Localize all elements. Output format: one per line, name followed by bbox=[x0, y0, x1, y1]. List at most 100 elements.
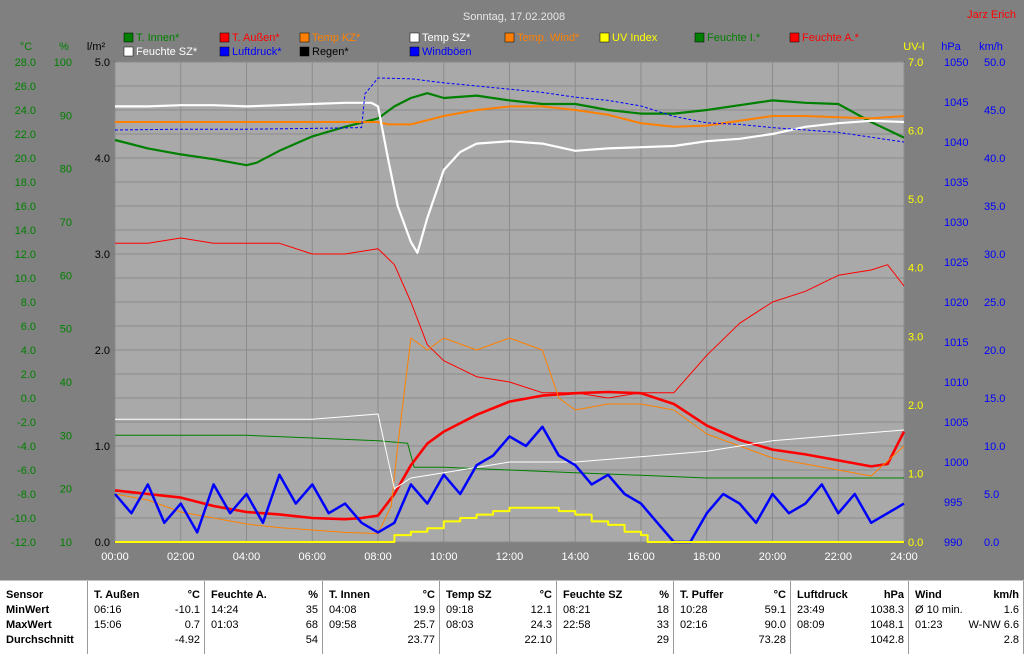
stats-value-row: 2.8 bbox=[915, 633, 1019, 648]
stats-label-min: MinWert bbox=[6, 604, 50, 616]
series-line-temp-kz bbox=[115, 105, 905, 128]
stats-sensor-name: T. Puffer bbox=[680, 589, 724, 601]
stats-column: Feuchte A.% 14:24 35 01:03 68 54 bbox=[205, 581, 323, 654]
rain-tick: 0.0 bbox=[95, 537, 110, 549]
hum-tick: 40 bbox=[60, 377, 72, 389]
stats-time: 09:58 bbox=[329, 619, 357, 631]
stats-value: 59.1 bbox=[764, 604, 786, 616]
stats-value: 68 bbox=[305, 619, 318, 631]
stats-time: 06:16 bbox=[94, 604, 122, 616]
press-tick: 1010 bbox=[944, 377, 968, 389]
wind-tick: 15.0 bbox=[984, 393, 1005, 405]
stats-value: 73.28 bbox=[758, 634, 786, 646]
stats-time: 08:03 bbox=[446, 619, 474, 631]
stats-value: 23.77 bbox=[407, 634, 435, 646]
uv-tick: 6.0 bbox=[908, 126, 923, 138]
hum-tick: 10 bbox=[60, 537, 72, 549]
stats-value: 54 bbox=[305, 634, 318, 646]
legend-swatch bbox=[789, 32, 800, 43]
legend-swatch bbox=[409, 32, 420, 43]
x-tick: 24:00 bbox=[890, 551, 918, 563]
stats-sensor-name: Luftdruck bbox=[797, 589, 848, 601]
stats-column: Wind km/h Ø 10 min. 1.6 01:23 W-NW 6.6 2.8 bbox=[909, 581, 1024, 654]
legend-entry: T. Innen* bbox=[136, 32, 180, 44]
legend-swatch bbox=[504, 32, 515, 43]
stats-value-row: 09:58 25.7 bbox=[329, 618, 435, 633]
hum-tick: 80 bbox=[60, 164, 72, 176]
wind-tick: 35.0 bbox=[984, 201, 1005, 213]
legend-swatch bbox=[123, 46, 134, 57]
temp-tick: -8.0 bbox=[17, 489, 36, 501]
stats-value-row: 22:58 33 bbox=[563, 618, 669, 633]
stats-value-row: 10:28 59.1 bbox=[680, 603, 786, 618]
stats-time: 09:18 bbox=[446, 604, 474, 616]
legend-entry: Temp SZ* bbox=[422, 32, 471, 44]
stats-sensor-name: Feuchte A. bbox=[211, 589, 267, 601]
stats-value: 1038.3 bbox=[870, 604, 904, 616]
hum-tick: 30 bbox=[60, 430, 72, 442]
x-tick: 14:00 bbox=[561, 551, 589, 563]
stats-value-row: 02:16 90.0 bbox=[680, 618, 786, 633]
wind-tick: 0.0 bbox=[984, 537, 999, 549]
press-tick: 1040 bbox=[944, 137, 968, 149]
hum-tick: 100 bbox=[54, 57, 72, 69]
rain-tick: 4.0 bbox=[95, 153, 110, 165]
stats-time: 01:23 bbox=[915, 619, 943, 631]
temp-tick: 8.0 bbox=[21, 297, 36, 309]
series-line-feuchte-a bbox=[115, 237, 905, 399]
series-line-feuchte-i bbox=[115, 434, 904, 479]
legend-swatch bbox=[299, 32, 310, 43]
series-line-temp-wind bbox=[114, 337, 905, 535]
legend-entry: T. Außen* bbox=[232, 32, 280, 44]
rain-tick: 5.0 bbox=[95, 57, 110, 69]
stats-column-header: T. Puffer °C bbox=[680, 588, 786, 603]
stats-value: 0.7 bbox=[184, 619, 200, 631]
press-tick: 1005 bbox=[944, 417, 968, 429]
series-line-temp-sz bbox=[115, 101, 905, 254]
uv-tick: 0.0 bbox=[908, 537, 923, 549]
stats-unit: hPa bbox=[883, 589, 904, 601]
series-line-luftdruck bbox=[114, 77, 905, 143]
stats-column-header: Feuchte A.% bbox=[211, 588, 318, 603]
uv-axis-unit: UV-I bbox=[903, 41, 924, 53]
press-tick: 1025 bbox=[944, 257, 968, 269]
stats-unit: °C bbox=[773, 589, 786, 601]
stats-value-row: 73.28 bbox=[680, 633, 786, 648]
x-tick: 12:00 bbox=[496, 551, 524, 563]
statistics-table: Sensor MinWert MaxWert Durchschnitt T. A… bbox=[0, 580, 1024, 654]
stats-time: 08:09 bbox=[797, 619, 825, 631]
press-tick: 1030 bbox=[944, 217, 968, 229]
legend-swatch bbox=[219, 32, 230, 43]
stats-value-row: 23.77 bbox=[329, 633, 435, 648]
stats-value: 33 bbox=[656, 619, 669, 631]
stats-column-header: T. Innen °C bbox=[329, 588, 435, 603]
stats-value: 1048.1 bbox=[870, 619, 904, 631]
stats-label-avg: Durchschnitt bbox=[6, 634, 74, 646]
press-tick: 1045 bbox=[944, 97, 968, 109]
temp-tick: 18.0 bbox=[15, 177, 36, 189]
x-tick: 16:00 bbox=[627, 551, 655, 563]
stats-time: 04:08 bbox=[329, 604, 357, 616]
temp-axis-unit: °C bbox=[20, 41, 32, 53]
stats-value-row: 01:03 68 bbox=[211, 618, 318, 633]
stats-time: 02:16 bbox=[680, 619, 708, 631]
author-label: Jarz Erich bbox=[967, 9, 1016, 21]
stats-column-header: Luftdruck hPa bbox=[797, 588, 904, 603]
legend-entry: Feuchte SZ* bbox=[136, 46, 198, 58]
stats-value: 18 bbox=[656, 604, 669, 616]
press-tick: 1020 bbox=[944, 297, 968, 309]
uv-tick: 5.0 bbox=[908, 194, 923, 206]
stats-value: 19.9 bbox=[413, 604, 435, 616]
legend-swatch bbox=[409, 46, 420, 57]
temp-tick: 26.0 bbox=[15, 81, 36, 93]
hum-tick: 50 bbox=[60, 324, 72, 336]
uv-tick: 2.0 bbox=[908, 400, 923, 412]
stats-value-row: 29 bbox=[563, 633, 669, 648]
x-tick: 04:00 bbox=[233, 551, 261, 563]
series-line-t-au-en bbox=[114, 390, 906, 521]
series-line-uv-index bbox=[115, 506, 904, 543]
uv-tick: 7.0 bbox=[908, 57, 923, 69]
stats-sensor-name: Wind bbox=[915, 589, 942, 601]
stats-label-max: MaxWert bbox=[6, 619, 52, 631]
stats-value-row: 22.10 bbox=[446, 633, 552, 648]
